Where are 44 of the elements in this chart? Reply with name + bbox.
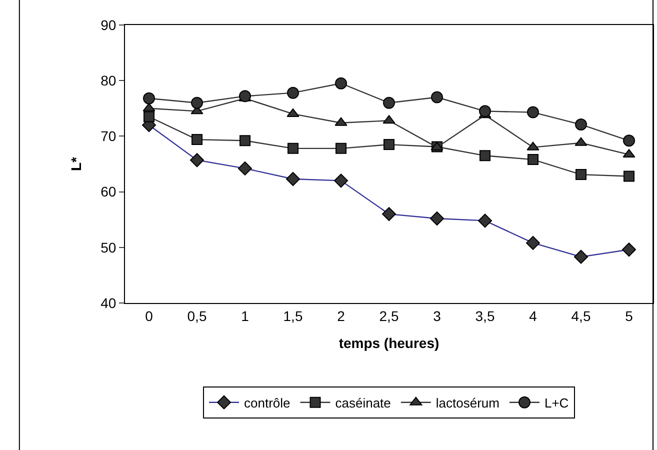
x-tick-label: 0 [145, 308, 154, 324]
point [335, 77, 347, 90]
y-tick-label: 80 [100, 72, 116, 88]
point [528, 154, 538, 166]
x-tick-label: 0,5 [187, 308, 207, 324]
point [479, 105, 491, 118]
point [192, 134, 202, 146]
x-tick-label: 3,5 [475, 308, 495, 324]
point [240, 135, 250, 146]
x-tick-label: 2 [337, 308, 346, 324]
point [287, 86, 299, 99]
x-tick-label: 2,5 [379, 308, 399, 324]
point [143, 92, 155, 104]
x-axis-title: temps (heures) [338, 335, 440, 352]
y-axis-title: L* [68, 156, 84, 171]
y-tick-label: 70 [100, 128, 116, 144]
point [383, 96, 395, 109]
point [144, 111, 154, 122]
y-tick-label: 60 [100, 184, 116, 200]
x-tick-label: 3 [433, 308, 442, 324]
legend-label: lactosérum [436, 395, 500, 410]
point [431, 91, 443, 104]
point [288, 142, 298, 154]
point [336, 142, 346, 154]
legend-label: caséinate [335, 395, 391, 410]
point [575, 118, 587, 131]
y-tick-label: 90 [100, 16, 116, 33]
point [623, 134, 635, 147]
point [384, 139, 394, 150]
point [191, 96, 203, 109]
point [480, 150, 490, 162]
point [624, 170, 634, 182]
point [527, 106, 539, 118]
point [576, 169, 586, 180]
x-tick-label: 4 [529, 308, 538, 324]
point [239, 90, 251, 102]
x-tick-label: 1,5 [283, 308, 303, 324]
x-tick-label: 1 [241, 308, 250, 324]
legend-label: contrôle [244, 395, 290, 410]
y-tick-label: 50 [100, 239, 116, 256]
x-tick-label: 4,5 [571, 308, 591, 324]
legend-label: L+C [544, 395, 569, 410]
y-tick-label: 40 [100, 294, 116, 311]
x-tick-label: 5 [625, 308, 634, 324]
